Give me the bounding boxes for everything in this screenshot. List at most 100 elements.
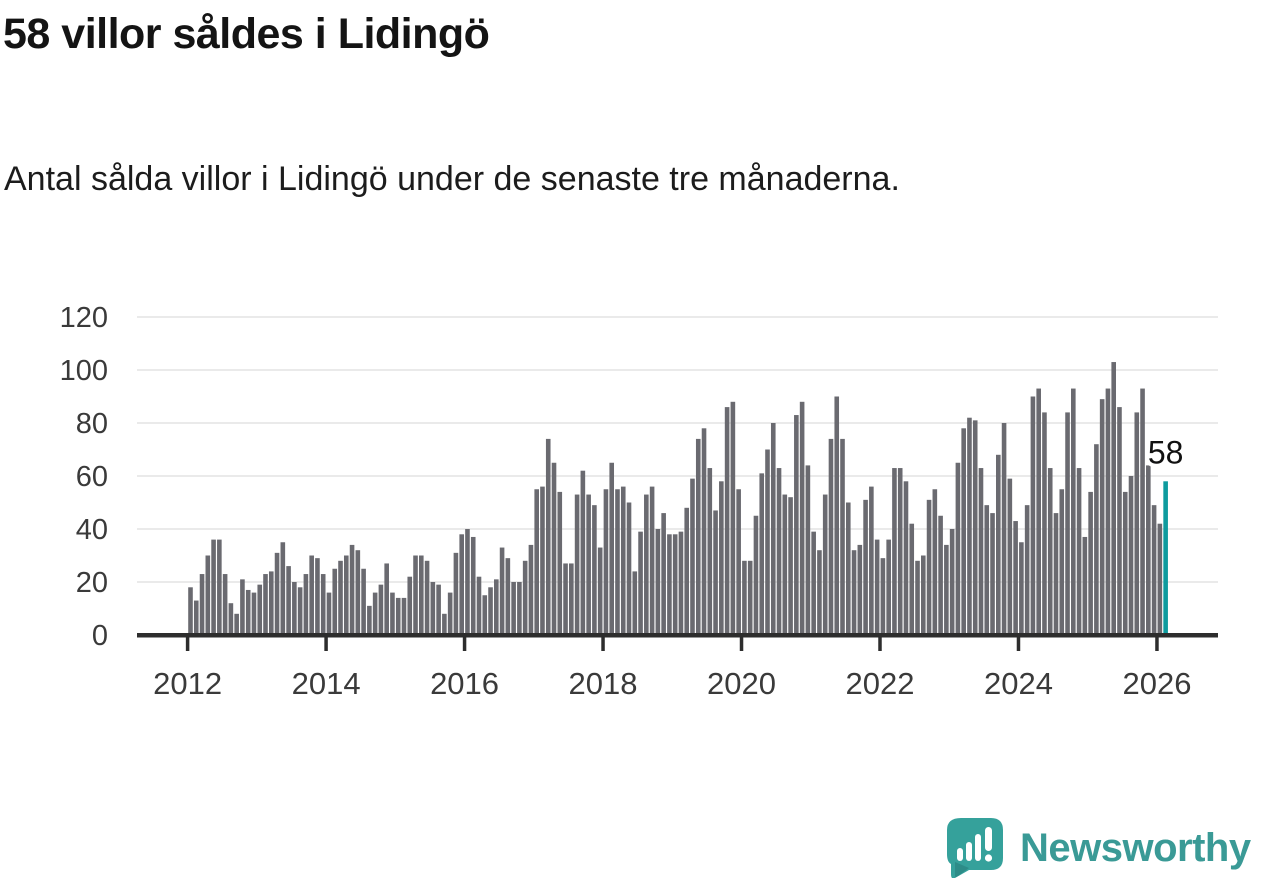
bar: [730, 401, 736, 635]
bar: [840, 438, 845, 635]
bar: [897, 468, 903, 635]
logo-bar-medium: [966, 842, 972, 861]
bar: [609, 462, 615, 635]
bar: [447, 592, 453, 635]
bar: [984, 505, 990, 635]
bar: [586, 494, 591, 635]
bar: [580, 470, 586, 635]
bar: [597, 547, 603, 635]
bar: [355, 550, 361, 635]
bar: [1030, 396, 1036, 635]
y-tick-label: 100: [60, 355, 108, 387]
bar: [1099, 399, 1105, 635]
x-tick-label: 2020: [707, 666, 776, 701]
bar: [990, 513, 995, 635]
bar: [788, 497, 793, 635]
bar: [828, 438, 834, 635]
bar: [632, 571, 638, 635]
bar: [401, 597, 407, 635]
brand-footer: Newsworthy: [947, 818, 1251, 878]
bar: [557, 491, 563, 635]
bar: [1151, 505, 1157, 635]
bar: [678, 531, 684, 635]
bar: [770, 423, 776, 635]
bar: [413, 555, 418, 635]
bar: [903, 481, 909, 635]
bar: [1122, 491, 1128, 635]
bar: [644, 494, 649, 635]
x-tick-label: 2022: [846, 666, 915, 701]
bar: [736, 489, 741, 635]
bar: [522, 560, 528, 635]
bar: [1105, 388, 1111, 635]
bar: [713, 510, 718, 635]
bar: [863, 499, 868, 635]
y-tick-label: 0: [92, 620, 108, 652]
bar: [1047, 468, 1053, 635]
bar: [453, 552, 459, 635]
bar: [303, 574, 309, 635]
bar: [794, 415, 799, 635]
bar: [638, 531, 643, 635]
bar: [765, 449, 770, 635]
y-tick-label: 60: [76, 461, 108, 493]
bar: [551, 462, 557, 635]
x-tick-label: 2018: [569, 666, 638, 701]
bar: [1140, 388, 1145, 635]
bar: [574, 494, 580, 635]
bar: [776, 468, 782, 635]
bar: [494, 579, 499, 635]
bar: [257, 584, 263, 635]
bar: [482, 595, 488, 635]
y-tick-label: 80: [76, 408, 108, 440]
bar: [1088, 491, 1093, 635]
bar: [234, 613, 239, 635]
bar: [1042, 412, 1047, 635]
bar: [701, 428, 707, 635]
bar: [1053, 513, 1059, 635]
bar: [874, 539, 880, 635]
bar: [892, 468, 897, 635]
bar: [817, 550, 822, 635]
bar: [747, 560, 753, 635]
bar: [240, 579, 245, 635]
bar: [944, 544, 949, 635]
bar: [615, 489, 620, 635]
bar: [188, 587, 193, 635]
bar: [222, 574, 228, 635]
bar: [563, 563, 568, 635]
bar: [511, 582, 516, 635]
bar: [949, 529, 955, 635]
value-annotation: 58: [1148, 434, 1184, 470]
bar: [390, 592, 395, 635]
bar: [309, 555, 314, 635]
newsworthy-logo-icon: [947, 818, 1003, 878]
bar: [193, 600, 199, 635]
bar: [667, 534, 672, 635]
bar: [938, 515, 943, 635]
bar: [690, 478, 695, 635]
bar: [263, 574, 268, 635]
bar: [661, 513, 666, 635]
bar: [338, 560, 343, 635]
x-axis-line: [137, 633, 1218, 638]
bar: [424, 560, 430, 635]
brand-name: Newsworthy: [1020, 826, 1251, 870]
bar: [707, 468, 713, 635]
bar: [805, 465, 811, 635]
bar: [228, 603, 234, 635]
bar: [268, 571, 274, 635]
page-title: 58 villor såldes i Lidingö: [3, 10, 490, 58]
bar: [419, 555, 424, 635]
bar: [955, 462, 961, 635]
bar: [822, 494, 828, 635]
bar: [286, 566, 291, 635]
bar: [280, 542, 286, 635]
bar: [978, 468, 984, 635]
bar: [655, 529, 661, 635]
bar: [684, 507, 690, 635]
bar: [695, 438, 701, 635]
x-tick-label: 2014: [292, 666, 361, 701]
bar: [1111, 362, 1116, 635]
